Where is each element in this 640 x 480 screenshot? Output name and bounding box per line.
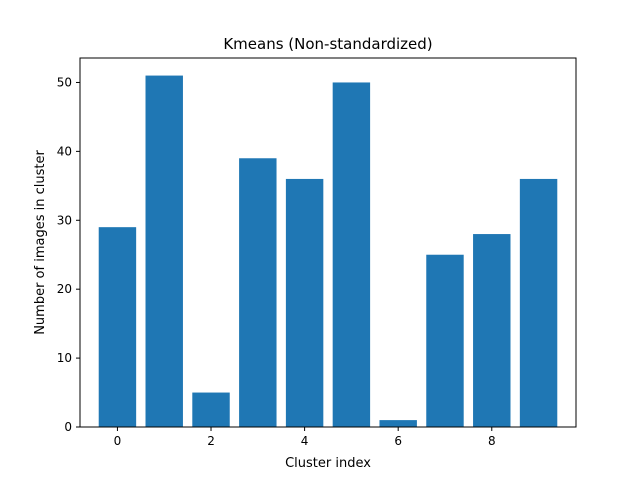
bar-cluster-7 — [426, 254, 464, 427]
y-axis-label: Number of images in cluster — [33, 150, 48, 335]
bar-group — [98, 75, 558, 428]
bar-cluster-9 — [519, 178, 558, 427]
bar-cluster-3 — [239, 158, 277, 427]
y-tick-label: 40 — [57, 144, 72, 158]
bar-cluster-1 — [145, 75, 183, 428]
x-axis-ticks: 0 2 4 6 8 — [114, 427, 496, 448]
x-tick-label: 2 — [207, 434, 215, 448]
y-tick-label: 50 — [57, 75, 72, 89]
y-tick-label: 30 — [57, 213, 72, 227]
y-tick-label: 20 — [57, 282, 72, 296]
x-axis-label: Cluster index — [285, 456, 371, 471]
plot-frame — [79, 57, 577, 428]
y-tick-label: 10 — [57, 351, 72, 365]
x-tick-label: 6 — [394, 434, 402, 448]
x-tick-label: 8 — [488, 434, 496, 448]
bar-cluster-5 — [332, 82, 371, 427]
x-tick-label: 0 — [114, 434, 122, 448]
chart-title: Kmeans (Non-standardized) — [223, 35, 432, 53]
y-axis-ticks: 0 10 20 30 40 50 — [57, 75, 80, 434]
x-tick-label: 4 — [301, 434, 309, 448]
bar-cluster-0 — [98, 227, 137, 427]
y-tick-label: 0 — [64, 420, 72, 434]
bar-cluster-8 — [473, 234, 511, 427]
bar-cluster-2 — [192, 392, 230, 427]
bar-cluster-6 — [379, 420, 417, 427]
bar-cluster-4 — [285, 178, 324, 427]
